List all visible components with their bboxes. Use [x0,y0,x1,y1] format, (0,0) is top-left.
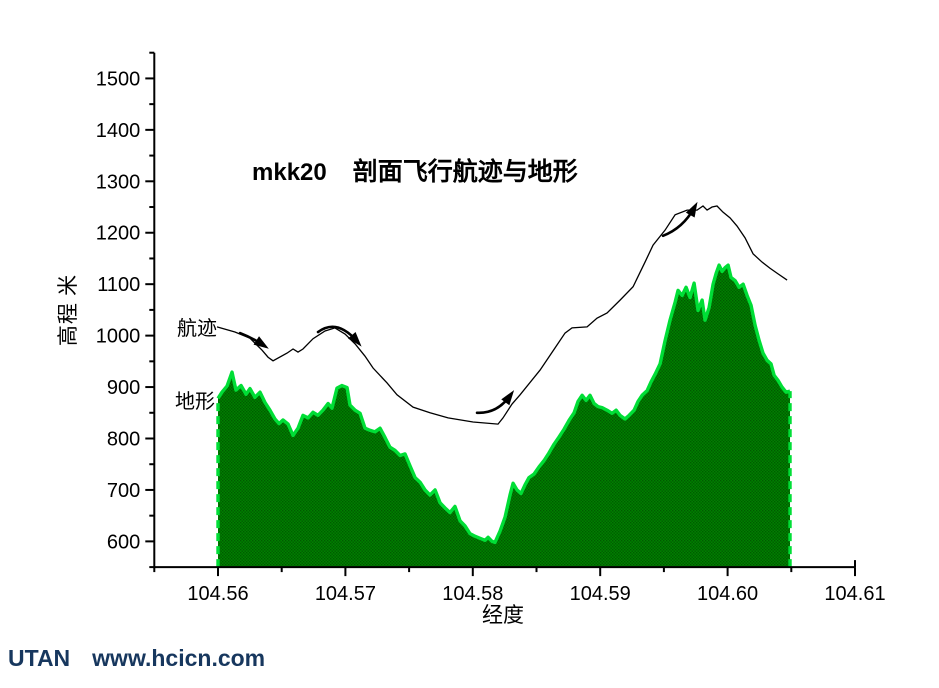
y-tick-label: 800 [107,429,140,451]
terrain-area [218,265,791,568]
x-axis-label: 经度 [482,603,524,627]
x-tick-label: 104.61 [824,583,885,605]
x-tick-label: 104.59 [570,583,631,605]
y-tick-label: 1000 [96,326,141,348]
watermark-site-url: www.hcicn.com [92,645,266,671]
watermark-brand: UTAN [8,645,71,671]
y-axis-label: 高程 米 [56,273,80,347]
chart-title: mkk20 剖面飞行航迹与地形 [252,152,578,188]
chart-title-prefix: mkk20 [252,159,327,186]
terrain-outline [216,263,791,545]
y-tick-label: 1500 [96,68,141,90]
flight-direction-arrowhead [347,331,362,347]
x-tick-label: 104.56 [187,583,248,605]
flight-direction-arrowhead [501,390,515,406]
y-tick-label: 1100 [97,274,140,296]
x-tick-label: 104.57 [315,583,376,605]
y-tick-label: 1400 [96,120,141,142]
y-tick-label: 900 [107,377,140,399]
y-tick-label: 1300 [96,171,141,193]
terrain-label: 地形 [175,391,215,413]
flight-track-label: 航迹 [177,318,217,340]
y-tick-label: 700 [107,480,140,502]
flight-direction-arrowhead [253,336,269,349]
watermark: UTAN www.hcicn.com [8,645,265,672]
y-tick-label: 600 [107,531,140,553]
y-tick-label: 1200 [96,223,141,245]
x-tick-label: 104.58 [442,583,503,605]
flight-track-line [216,205,788,425]
chart-title-text: 剖面飞行航迹与地形 [352,159,578,186]
flight-direction-arrowhead [685,201,698,218]
x-tick-label: 104.60 [697,583,758,605]
